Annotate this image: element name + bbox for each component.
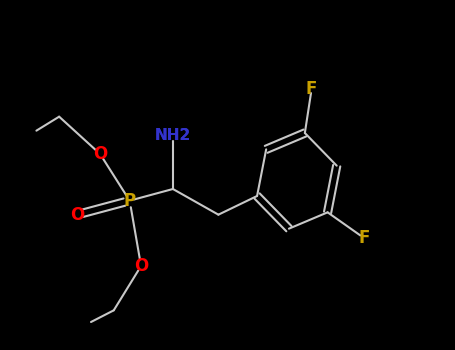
Text: O: O	[93, 145, 107, 163]
Text: O: O	[70, 206, 85, 224]
Text: O: O	[134, 257, 148, 275]
Text: P: P	[124, 192, 136, 210]
Text: NH2: NH2	[155, 128, 191, 143]
Text: NH2: NH2	[155, 128, 191, 143]
Text: F: F	[306, 80, 318, 98]
Text: F: F	[359, 229, 369, 247]
